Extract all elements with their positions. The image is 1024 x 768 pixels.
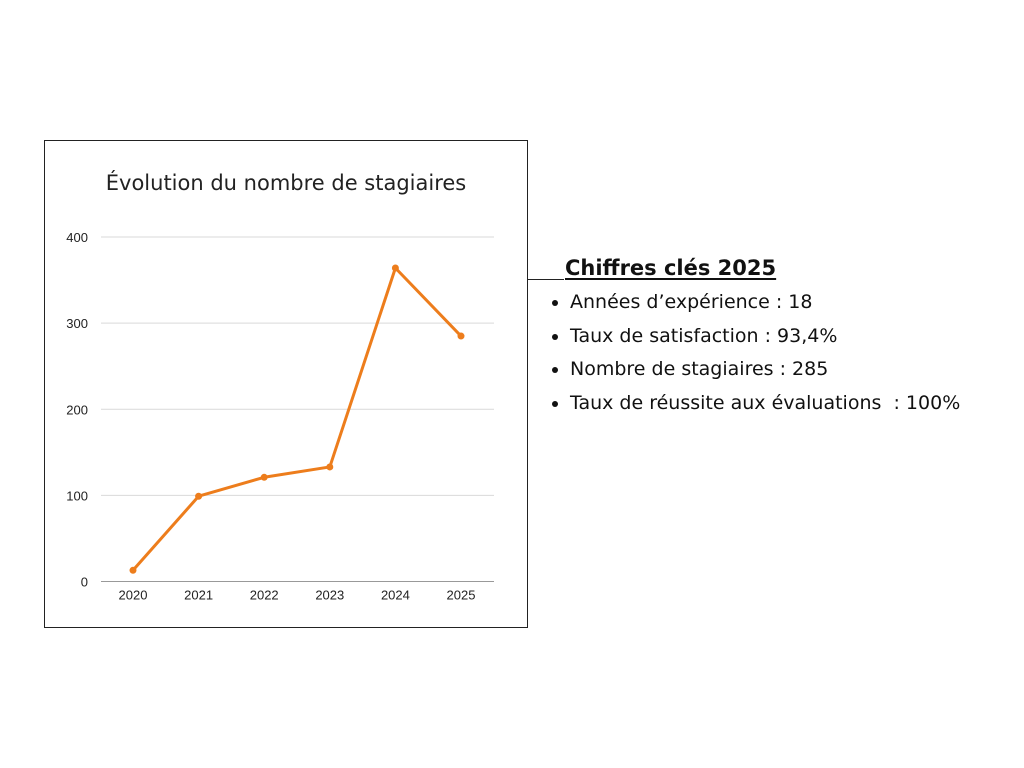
series-line — [131, 266, 463, 572]
key-figures-list: Années d’expérience : 18 Taux de satisfa… — [548, 286, 960, 420]
list-item: Taux de réussite aux évaluations : 100% — [570, 387, 960, 421]
y-tick-label: 100 — [66, 488, 88, 503]
y-tick-label: 400 — [66, 230, 88, 245]
list-item: Années d’expérience : 18 — [570, 286, 960, 320]
x-tick-label: 2020 — [119, 588, 148, 603]
x-tick-label: 2021 — [184, 588, 213, 603]
data-point — [326, 463, 334, 471]
list-item: Taux de satisfaction : 93,4% — [570, 320, 960, 354]
chart-title: Évolution du nombre de stagiaires — [105, 171, 467, 195]
chart-panel: Évolution du nombre de stagiaires 0 100 20… — [44, 140, 528, 628]
x-tick-label: 2023 — [315, 588, 344, 603]
x-tick-label: 2025 — [447, 588, 476, 603]
y-tick-label: 0 — [81, 575, 88, 590]
y-tick-label: 200 — [66, 402, 88, 417]
data-point — [129, 566, 137, 574]
key-figures-heading: Chiffres clés 2025 — [565, 256, 777, 280]
x-tick-label: 2022 — [250, 588, 279, 603]
y-tick-label: 300 — [66, 316, 88, 331]
data-point — [195, 492, 203, 500]
data-point — [391, 264, 399, 272]
data-point — [457, 332, 465, 340]
x-tick-label: 2024 — [381, 588, 410, 603]
list-item: Nombre de stagiaires : 285 — [570, 353, 960, 387]
line-chart: 0 100 200 300 400 2020 2021 2022 2023 2024 2025 — [66, 230, 494, 603]
data-point — [260, 473, 268, 481]
connector-line — [527, 279, 564, 280]
key-figures: Chiffres clés 2025 Années d’expérience :… — [565, 256, 960, 420]
